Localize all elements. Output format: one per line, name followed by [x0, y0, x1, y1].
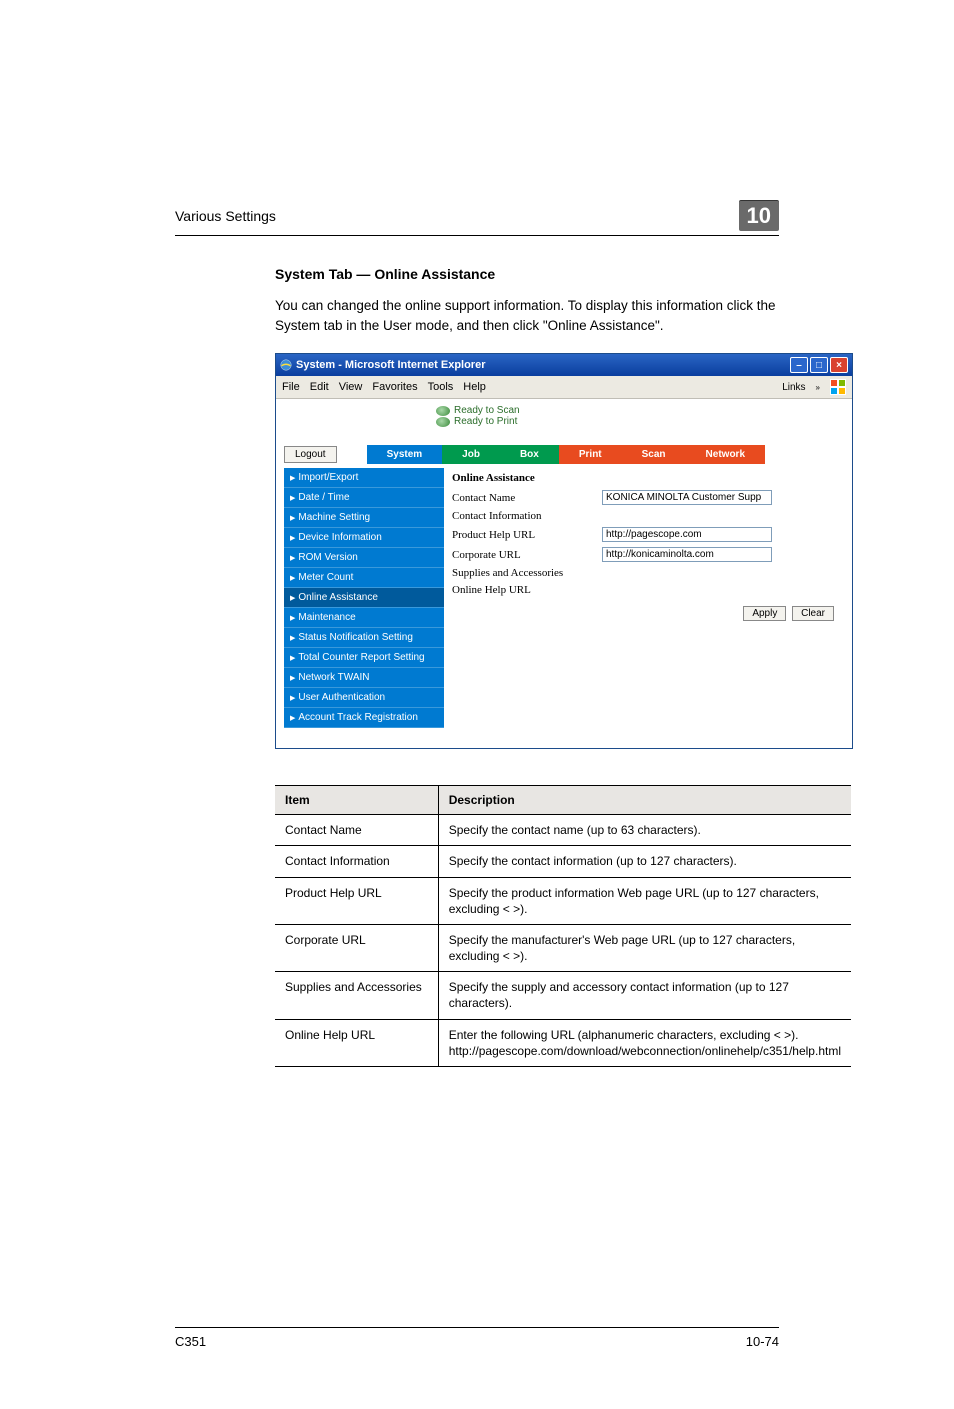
form-input[interactable]: [602, 527, 772, 542]
sidebar-item[interactable]: ROM Version: [284, 548, 444, 568]
window-titlebar: System - Microsoft Internet Explorer – □…: [276, 354, 852, 376]
sidebar-item[interactable]: Status Notification Setting: [284, 628, 444, 648]
form-input[interactable]: [602, 490, 772, 505]
sidebar-item[interactable]: Meter Count: [284, 568, 444, 588]
table-cell-description: Specify the supply and accessory contact…: [438, 972, 851, 1019]
form-row: Online Help URL: [452, 584, 844, 596]
section-title: System Tab — Online Assistance: [275, 266, 779, 282]
form-label: Contact Name: [452, 492, 602, 504]
table-row: Online Help URLEnter the following URL (…: [275, 1019, 851, 1066]
page-header: Various Settings 10: [175, 200, 779, 236]
scanner-icon: [436, 406, 450, 416]
form-row: Corporate URL: [452, 547, 844, 562]
table-header-description: Description: [438, 786, 851, 815]
status-banner: Ready to Scan Ready to Print: [276, 399, 852, 437]
menu-favorites[interactable]: Favorites: [372, 381, 417, 393]
sidebar-item[interactable]: Account Track Registration: [284, 708, 444, 728]
status-print-row: Ready to Print: [436, 416, 842, 427]
table-cell-item: Contact Information: [275, 846, 438, 877]
tab-strip: Logout System Job Box Print Scan Network: [284, 445, 844, 464]
window-controls: – □ ×: [790, 357, 848, 373]
table-cell-item: Corporate URL: [275, 924, 438, 971]
table-cell-item: Contact Name: [275, 815, 438, 846]
apply-button[interactable]: Apply: [743, 606, 786, 621]
table-cell-description: Specify the manufacturer's Web page URL …: [438, 924, 851, 971]
menu-help[interactable]: Help: [463, 381, 486, 393]
table-cell-description: Enter the following URL (alphanumeric ch…: [438, 1019, 851, 1066]
table-cell-description: Specify the product information Web page…: [438, 877, 851, 924]
menu-tools[interactable]: Tools: [428, 381, 454, 393]
form-label: Contact Information: [452, 510, 602, 522]
status-print-text: Ready to Print: [454, 416, 517, 427]
footer-model: C351: [175, 1334, 206, 1349]
header-title: Various Settings: [175, 208, 276, 224]
browser-window: System - Microsoft Internet Explorer – □…: [275, 353, 853, 749]
table-cell-item: Supplies and Accessories: [275, 972, 438, 1019]
window-title: System - Microsoft Internet Explorer: [296, 359, 790, 371]
minimize-button[interactable]: –: [790, 357, 808, 373]
form-label: Product Help URL: [452, 529, 602, 541]
table-row: Corporate URLSpecify the manufacturer's …: [275, 924, 851, 971]
sidebar-item[interactable]: Machine Setting: [284, 508, 444, 528]
form-title: Online Assistance: [452, 472, 844, 484]
sidebar-item[interactable]: User Authentication: [284, 688, 444, 708]
content-area: Import/ExportDate / TimeMachine SettingD…: [284, 468, 844, 728]
tab-scan[interactable]: Scan: [622, 445, 686, 464]
clear-button[interactable]: Clear: [792, 606, 834, 621]
description-table: Item Description Contact NameSpecify the…: [275, 785, 851, 1067]
form-label: Supplies and Accessories: [452, 567, 602, 579]
sidebar-item[interactable]: Device Information: [284, 528, 444, 548]
table-row: Supplies and AccessoriesSpecify the supp…: [275, 972, 851, 1019]
close-button[interactable]: ×: [830, 357, 848, 373]
tab-network[interactable]: Network: [686, 445, 765, 464]
tab-box[interactable]: Box: [500, 445, 559, 464]
table-cell-item: Product Help URL: [275, 877, 438, 924]
sidebar-item[interactable]: Online Assistance: [284, 588, 444, 608]
sidebar-item[interactable]: Date / Time: [284, 488, 444, 508]
ie-icon: [280, 359, 292, 371]
tab-job[interactable]: Job: [442, 445, 500, 464]
status-scan-row: Ready to Scan: [436, 405, 842, 416]
table-header-item: Item: [275, 786, 438, 815]
form-row: Product Help URL: [452, 527, 844, 542]
table-row: Contact InformationSpecify the contact i…: [275, 846, 851, 877]
menu-file[interactable]: File: [282, 381, 300, 393]
main-panel: Online Assistance Contact Name Contact In…: [452, 468, 844, 728]
tab-system[interactable]: System: [367, 445, 443, 464]
sidebar-item[interactable]: Total Counter Report Setting: [284, 648, 444, 668]
links-label[interactable]: Links: [782, 382, 805, 393]
table-cell-description: Specify the contact information (up to 1…: [438, 846, 851, 877]
ie-logo-icon: [830, 379, 846, 395]
menu-bar: File Edit View Favorites Tools Help Link…: [276, 376, 852, 399]
printer-icon: [436, 417, 450, 427]
page-footer: C351 10-74: [175, 1327, 779, 1349]
table-row: Contact NameSpecify the contact name (up…: [275, 815, 851, 846]
sidebar-item[interactable]: Import/Export: [284, 468, 444, 488]
tab-print[interactable]: Print: [559, 445, 622, 464]
sidebar-item[interactable]: Maintenance: [284, 608, 444, 628]
logout-button[interactable]: Logout: [284, 446, 337, 463]
form-input[interactable]: [602, 547, 772, 562]
section-body: You can changed the online support infor…: [275, 296, 779, 335]
footer-page: 10-74: [746, 1334, 779, 1349]
sidebar-item[interactable]: Network TWAIN: [284, 668, 444, 688]
maximize-button[interactable]: □: [810, 357, 828, 373]
table-cell-item: Online Help URL: [275, 1019, 438, 1066]
table-row: Product Help URLSpecify the product info…: [275, 877, 851, 924]
form-row: Contact Information: [452, 510, 844, 522]
chapter-number: 10: [739, 200, 779, 231]
table-cell-description: Specify the contact name (up to 63 chara…: [438, 815, 851, 846]
form-label: Online Help URL: [452, 584, 602, 596]
form-row: Contact Name: [452, 490, 844, 505]
links-chevron-icon: »: [816, 383, 820, 392]
form-button-row: Apply Clear: [452, 606, 844, 621]
sidebar: Import/ExportDate / TimeMachine SettingD…: [284, 468, 444, 728]
menu-edit[interactable]: Edit: [310, 381, 329, 393]
table-header-row: Item Description: [275, 786, 851, 815]
menu-view[interactable]: View: [339, 381, 363, 393]
form-label: Corporate URL: [452, 549, 602, 561]
status-scan-text: Ready to Scan: [454, 405, 520, 416]
form-row: Supplies and Accessories: [452, 567, 844, 579]
